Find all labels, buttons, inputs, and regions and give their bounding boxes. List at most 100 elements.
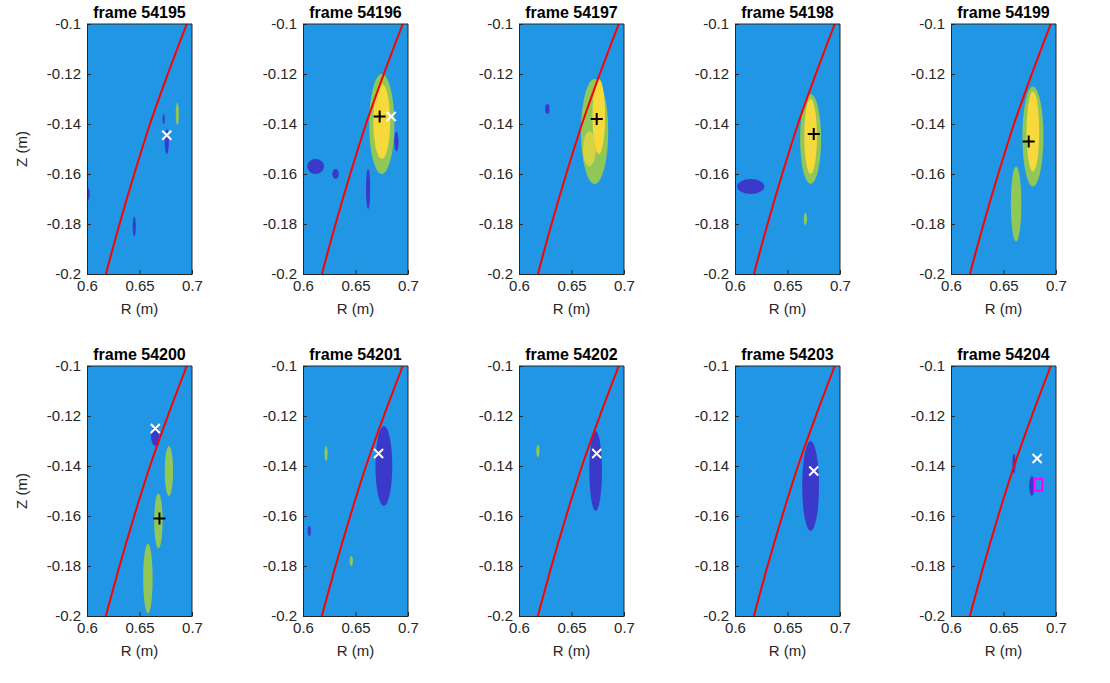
y-tick-label: -0.18	[911, 557, 945, 574]
y-tick-label: -0.2	[55, 607, 81, 624]
y-axis: -0.2-0.18-0.16-0.14-0.12-0.1	[695, 15, 739, 282]
x-tick: 0.65	[125, 612, 154, 636]
separatrix-line	[106, 366, 187, 616]
y-tick-label: -0.2	[703, 265, 729, 282]
image-background	[87, 366, 192, 616]
x-tick-label: 0.7	[398, 619, 419, 636]
y-tick-label: -0.2	[703, 607, 729, 624]
y-tick-mark	[519, 74, 523, 75]
y-tick: -0.1	[271, 357, 307, 374]
y-tick-mark	[87, 466, 91, 467]
y-axis: -0.2-0.18-0.16-0.14-0.12-0.1	[263, 15, 307, 282]
y-tick-mark	[87, 24, 91, 25]
x-tick-label: 0.7	[182, 277, 203, 294]
plot-area	[303, 366, 408, 616]
y-tick: -0.12	[911, 407, 955, 424]
y-tick-label: -0.18	[47, 215, 81, 232]
y-tick-label: -0.18	[479, 215, 513, 232]
y-tick-mark	[519, 274, 523, 275]
y-tick-mark	[303, 124, 307, 125]
image-background	[519, 24, 624, 274]
y-tick-label: -0.12	[263, 65, 297, 82]
panel-title: frame 54196	[309, 4, 402, 21]
y-tick-mark	[87, 274, 91, 275]
y-tick-label: -0.12	[695, 407, 729, 424]
x-tick-label: 0.65	[125, 619, 154, 636]
panel-title: frame 54204	[957, 346, 1050, 363]
y-tick-mark	[735, 366, 739, 367]
y-tick-label: -0.16	[479, 165, 513, 182]
panel-title: frame 54198	[741, 4, 834, 21]
x-tick-label: 0.65	[341, 277, 370, 294]
x-tick-mark	[140, 270, 141, 274]
y-tick-label: -0.18	[263, 215, 297, 232]
y-tick-mark	[951, 616, 955, 617]
plot-frame	[951, 366, 1056, 616]
y-tick-label: -0.12	[695, 65, 729, 82]
separatrix-line	[754, 24, 835, 274]
image-blob	[545, 104, 549, 114]
image-blob	[165, 446, 173, 496]
y-tick-label: -0.14	[911, 115, 945, 132]
x-axis-title: R (m)	[769, 300, 807, 317]
x-axis-line	[304, 274, 409, 275]
y-tick-mark	[951, 466, 955, 467]
y-tick-label: -0.16	[695, 507, 729, 524]
x-tick-mark	[840, 270, 841, 274]
x-axis-title: R (m)	[553, 642, 591, 659]
y-tick: -0.16	[263, 165, 307, 182]
y-tick: -0.16	[695, 165, 739, 182]
x-tick-mark	[1004, 612, 1005, 616]
y-tick-label: -0.2	[919, 607, 945, 624]
y-tick-mark	[87, 566, 91, 567]
y-tick: -0.2	[55, 607, 91, 624]
image-blob	[369, 74, 394, 174]
y-tick-mark	[735, 566, 739, 567]
y-tick-mark	[951, 566, 955, 567]
marker-plus	[153, 513, 165, 525]
y-tick-label: -0.16	[263, 507, 297, 524]
image-blob	[143, 544, 152, 614]
y-tick-mark	[519, 224, 523, 225]
image-background	[87, 24, 192, 274]
y-tick-mark	[303, 24, 307, 25]
y-axis: -0.2-0.18-0.16-0.14-0.12-0.1	[911, 15, 955, 282]
image-blob	[325, 446, 328, 461]
image-blob	[163, 114, 165, 124]
y-tick-mark	[87, 366, 91, 367]
plot-area	[735, 24, 840, 274]
panel: 0.60.650.7-0.2-0.18-0.16-0.14-0.12-0.1fr…	[13, 346, 203, 659]
separatrix-line	[322, 24, 403, 274]
y-tick-label: -0.1	[55, 15, 81, 32]
x-axis-line	[88, 274, 193, 275]
x-tick: 0.65	[341, 612, 370, 636]
x-axis-line	[520, 274, 625, 275]
y-tick-label: -0.1	[271, 15, 297, 32]
y-tick-mark	[735, 516, 739, 517]
separatrix-line	[538, 24, 619, 274]
image-blob	[154, 494, 162, 549]
y-tick-mark	[303, 224, 307, 225]
y-tick-label: -0.1	[703, 357, 729, 374]
y-tick: -0.12	[263, 65, 307, 82]
x-axis: 0.60.650.7	[725, 612, 851, 636]
y-tick: -0.18	[479, 557, 523, 574]
y-tick-mark	[951, 224, 955, 225]
y-axis: -0.2-0.18-0.16-0.14-0.12-0.1	[263, 357, 307, 624]
y-tick-mark	[735, 466, 739, 467]
y-tick: -0.18	[47, 215, 91, 232]
image-blob	[366, 169, 370, 209]
image-background	[303, 24, 408, 274]
y-tick: -0.1	[487, 357, 523, 374]
separatrix-line	[970, 24, 1051, 274]
y-axis: -0.2-0.18-0.16-0.14-0.12-0.1	[479, 357, 523, 624]
y-tick: -0.1	[919, 15, 955, 32]
panel-title: frame 54201	[309, 346, 402, 363]
y-tick-mark	[303, 516, 307, 517]
y-tick-label: -0.2	[487, 265, 513, 282]
y-tick-label: -0.2	[487, 607, 513, 624]
y-tick-label: -0.16	[911, 165, 945, 182]
y-tick-mark	[735, 224, 739, 225]
marker-square	[1034, 479, 1042, 491]
panel: 0.60.650.7-0.2-0.18-0.16-0.14-0.12-0.1fr…	[695, 4, 851, 317]
